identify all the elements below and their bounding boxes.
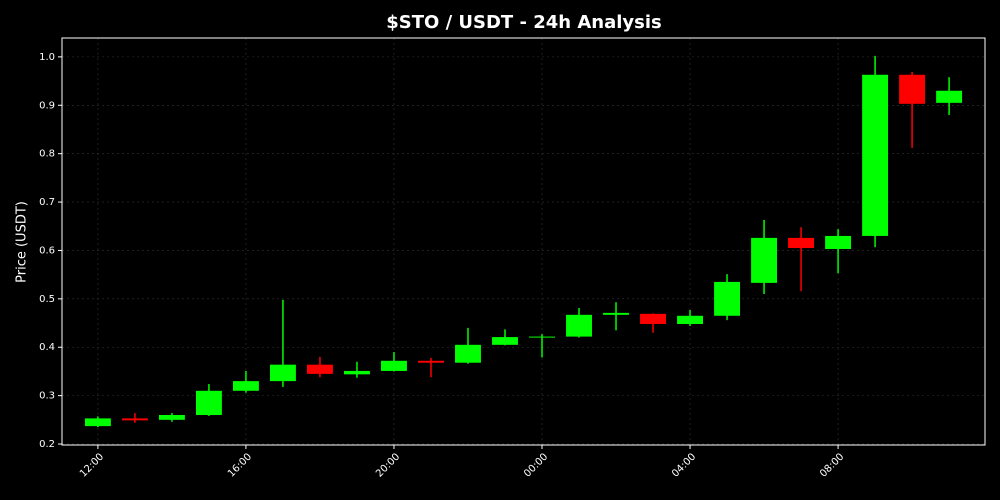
candle-body [788,237,815,249]
y-tick-label: 0.6 [39,245,55,256]
candle-body [269,364,296,382]
candle-body [862,74,889,236]
candle-body [603,312,629,315]
y-tick-label: 0.9 [39,100,55,111]
candle-body [566,314,592,337]
candle-body [529,336,555,338]
chart-title: $STO / USDT - 24h Analysis [386,12,662,33]
candle-body [84,418,111,427]
candle-body [232,381,259,391]
candle-body [492,337,518,345]
candle-body [936,90,963,103]
y-axis-label: Price (USDT) [15,201,30,283]
plot-frame [61,37,986,446]
candle-body [640,313,666,325]
candle-body [306,364,333,374]
candle-body [751,237,778,283]
y-tick-label: 0.7 [39,197,55,208]
candle-body [195,390,222,415]
candle-body [714,281,741,316]
candle-body [899,74,926,104]
candle-body [121,418,148,421]
candle-body [825,235,852,250]
y-tick-label: 0.3 [39,391,55,402]
candle-body [677,315,703,325]
y-tick-label: 0.4 [39,342,55,353]
y-tick-label: 0.2 [39,439,55,450]
candle-body [344,370,370,375]
candle-body [455,344,481,363]
y-tick-label: 0.8 [39,149,55,160]
y-tick-label: 1.0 [39,52,55,63]
candle-body [158,414,185,420]
candle-body [381,360,407,371]
candle-body [418,360,444,363]
y-tick-label: 0.5 [39,294,55,305]
